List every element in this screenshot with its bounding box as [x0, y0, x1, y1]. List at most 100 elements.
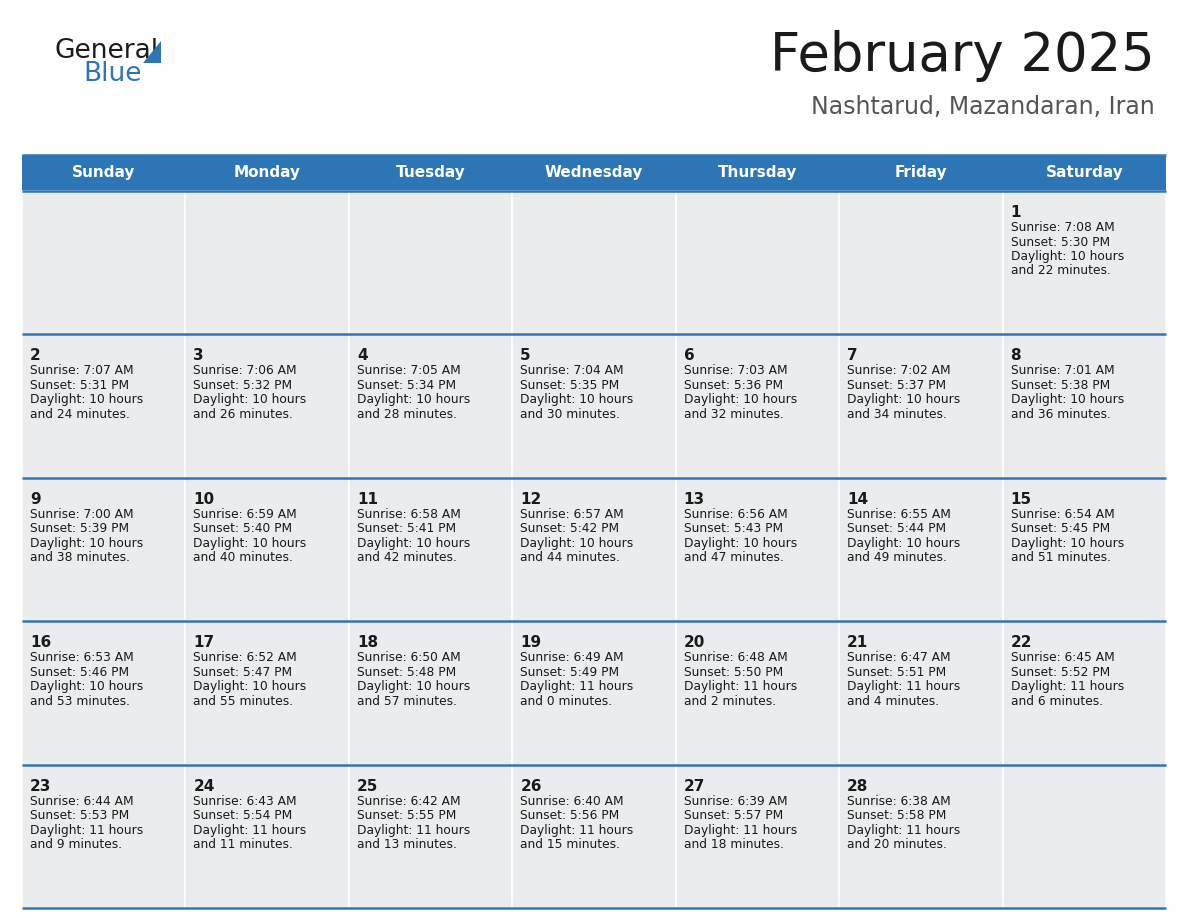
Bar: [23, 621, 185, 765]
Bar: [839, 621, 1003, 765]
Bar: [349, 155, 512, 191]
Text: Sunrise: 6:53 AM: Sunrise: 6:53 AM: [30, 651, 134, 665]
Bar: [185, 621, 349, 765]
Text: 13: 13: [684, 492, 704, 507]
Text: 21: 21: [847, 635, 868, 650]
Bar: [1003, 191, 1165, 334]
Text: and 30 minutes.: and 30 minutes.: [520, 408, 620, 420]
Text: Daylight: 10 hours: Daylight: 10 hours: [520, 394, 633, 407]
Text: and 0 minutes.: and 0 minutes.: [520, 695, 612, 708]
Text: Sunset: 5:31 PM: Sunset: 5:31 PM: [30, 379, 129, 392]
Text: 10: 10: [194, 492, 215, 507]
Bar: [839, 477, 1003, 621]
Text: Sunrise: 6:43 AM: Sunrise: 6:43 AM: [194, 795, 297, 808]
Text: 24: 24: [194, 778, 215, 793]
Text: 20: 20: [684, 635, 706, 650]
Text: Nashtarud, Mazandaran, Iran: Nashtarud, Mazandaran, Iran: [811, 95, 1155, 119]
Text: Sunset: 5:47 PM: Sunset: 5:47 PM: [194, 666, 292, 678]
Text: Sunrise: 6:48 AM: Sunrise: 6:48 AM: [684, 651, 788, 665]
Text: Sunrise: 6:50 AM: Sunrise: 6:50 AM: [356, 651, 461, 665]
Bar: [512, 155, 676, 191]
Text: Daylight: 11 hours: Daylight: 11 hours: [684, 680, 797, 693]
Bar: [676, 334, 839, 477]
Bar: [676, 191, 839, 334]
Text: Sunset: 5:37 PM: Sunset: 5:37 PM: [847, 379, 947, 392]
Text: 9: 9: [30, 492, 40, 507]
Text: Sunrise: 7:07 AM: Sunrise: 7:07 AM: [30, 364, 133, 377]
Text: 22: 22: [1011, 635, 1032, 650]
Text: Sunset: 5:53 PM: Sunset: 5:53 PM: [30, 809, 129, 823]
Text: 14: 14: [847, 492, 868, 507]
Text: Sunrise: 6:40 AM: Sunrise: 6:40 AM: [520, 795, 624, 808]
Text: Sunrise: 6:56 AM: Sunrise: 6:56 AM: [684, 508, 788, 521]
Text: and 2 minutes.: and 2 minutes.: [684, 695, 776, 708]
Text: and 57 minutes.: and 57 minutes.: [356, 695, 457, 708]
Text: Daylight: 10 hours: Daylight: 10 hours: [1011, 394, 1124, 407]
Text: Daylight: 10 hours: Daylight: 10 hours: [356, 394, 470, 407]
Bar: [512, 334, 676, 477]
Text: Sunset: 5:51 PM: Sunset: 5:51 PM: [847, 666, 947, 678]
Polygon shape: [143, 41, 162, 63]
Text: Daylight: 10 hours: Daylight: 10 hours: [194, 394, 307, 407]
Text: and 32 minutes.: and 32 minutes.: [684, 408, 784, 420]
Text: Sunday: Sunday: [72, 165, 135, 181]
Text: Sunset: 5:34 PM: Sunset: 5:34 PM: [356, 379, 456, 392]
Bar: [1003, 477, 1165, 621]
Text: and 20 minutes.: and 20 minutes.: [847, 838, 947, 851]
Bar: [349, 477, 512, 621]
Text: and 36 minutes.: and 36 minutes.: [1011, 408, 1111, 420]
Text: 3: 3: [194, 349, 204, 364]
Text: 5: 5: [520, 349, 531, 364]
Text: Blue: Blue: [83, 61, 141, 87]
Bar: [23, 334, 185, 477]
Text: Sunrise: 7:05 AM: Sunrise: 7:05 AM: [356, 364, 461, 377]
Text: Daylight: 11 hours: Daylight: 11 hours: [520, 680, 633, 693]
Text: Daylight: 10 hours: Daylight: 10 hours: [194, 537, 307, 550]
Bar: [349, 765, 512, 908]
Bar: [512, 621, 676, 765]
Text: Sunset: 5:35 PM: Sunset: 5:35 PM: [520, 379, 619, 392]
Bar: [676, 765, 839, 908]
Text: Sunrise: 6:55 AM: Sunrise: 6:55 AM: [847, 508, 952, 521]
Text: Daylight: 11 hours: Daylight: 11 hours: [30, 823, 144, 836]
Text: Sunset: 5:41 PM: Sunset: 5:41 PM: [356, 522, 456, 535]
Text: and 38 minutes.: and 38 minutes.: [30, 552, 129, 565]
Text: and 24 minutes.: and 24 minutes.: [30, 408, 129, 420]
Text: Sunset: 5:58 PM: Sunset: 5:58 PM: [847, 809, 947, 823]
Text: Sunrise: 6:38 AM: Sunrise: 6:38 AM: [847, 795, 950, 808]
Text: and 22 minutes.: and 22 minutes.: [1011, 264, 1111, 277]
Text: 19: 19: [520, 635, 542, 650]
Bar: [512, 477, 676, 621]
Text: Sunset: 5:38 PM: Sunset: 5:38 PM: [1011, 379, 1110, 392]
Text: Daylight: 11 hours: Daylight: 11 hours: [847, 680, 960, 693]
Text: Daylight: 11 hours: Daylight: 11 hours: [1011, 680, 1124, 693]
Bar: [185, 334, 349, 477]
Text: 26: 26: [520, 778, 542, 793]
Text: Daylight: 11 hours: Daylight: 11 hours: [356, 823, 470, 836]
Bar: [23, 477, 185, 621]
Text: Sunrise: 6:45 AM: Sunrise: 6:45 AM: [1011, 651, 1114, 665]
Text: Sunset: 5:56 PM: Sunset: 5:56 PM: [520, 809, 619, 823]
Text: Daylight: 10 hours: Daylight: 10 hours: [684, 537, 797, 550]
Text: 11: 11: [356, 492, 378, 507]
Text: and 18 minutes.: and 18 minutes.: [684, 838, 784, 851]
Text: and 6 minutes.: and 6 minutes.: [1011, 695, 1102, 708]
Text: 12: 12: [520, 492, 542, 507]
Text: and 40 minutes.: and 40 minutes.: [194, 552, 293, 565]
Text: Sunset: 5:52 PM: Sunset: 5:52 PM: [1011, 666, 1110, 678]
Text: Daylight: 10 hours: Daylight: 10 hours: [30, 680, 144, 693]
Text: 2: 2: [30, 349, 40, 364]
Text: and 28 minutes.: and 28 minutes.: [356, 408, 457, 420]
Bar: [349, 621, 512, 765]
Bar: [839, 334, 1003, 477]
Text: Daylight: 10 hours: Daylight: 10 hours: [684, 394, 797, 407]
Text: General: General: [55, 38, 159, 64]
Text: 6: 6: [684, 349, 695, 364]
Text: Sunset: 5:39 PM: Sunset: 5:39 PM: [30, 522, 129, 535]
Text: and 51 minutes.: and 51 minutes.: [1011, 552, 1111, 565]
Text: 1: 1: [1011, 205, 1020, 220]
Text: Sunset: 5:42 PM: Sunset: 5:42 PM: [520, 522, 619, 535]
Text: Daylight: 10 hours: Daylight: 10 hours: [194, 680, 307, 693]
Text: Sunrise: 7:03 AM: Sunrise: 7:03 AM: [684, 364, 788, 377]
Text: and 49 minutes.: and 49 minutes.: [847, 552, 947, 565]
